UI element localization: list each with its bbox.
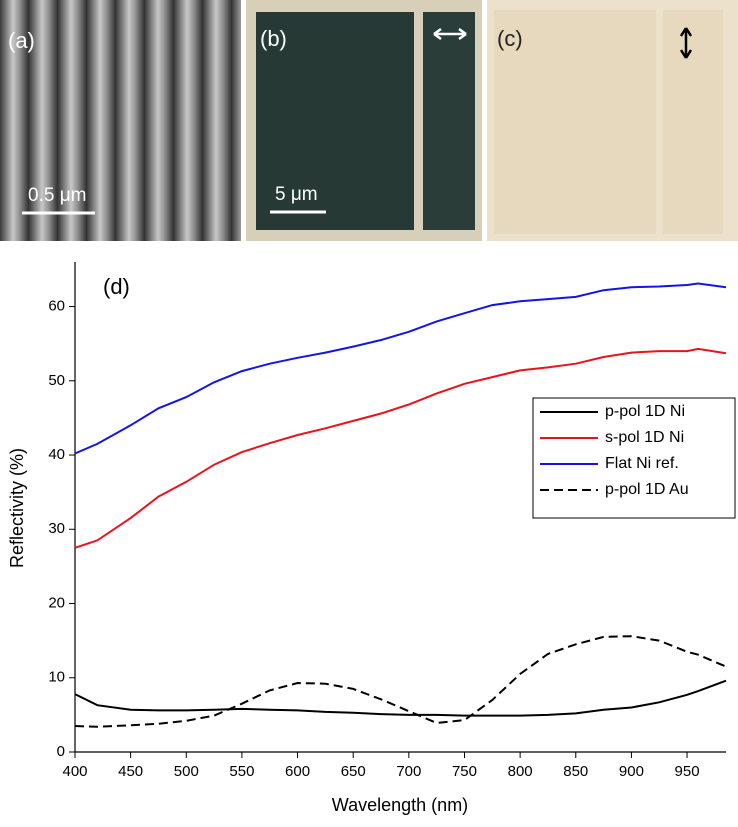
x-tick-label: 450	[118, 763, 143, 780]
legend-label: p-pol 1D Ni	[605, 403, 685, 420]
scale-label: 0.5 μm	[28, 185, 86, 206]
legend-label: p-pol 1D Au	[605, 481, 689, 498]
y-tick-label: 40	[48, 446, 65, 463]
panel-label: (d)	[103, 274, 130, 299]
legend-label: Flat Ni ref.	[605, 455, 679, 472]
sem-image	[0, 0, 241, 241]
data-line	[74, 635, 727, 728]
panel-label: (a)	[8, 28, 35, 53]
x-tick-label: 650	[341, 763, 366, 780]
legend-label: s-pol 1D Ni	[605, 429, 684, 446]
x-tick-label: 400	[62, 763, 87, 780]
x-tick-label: 950	[675, 763, 700, 780]
y-tick-label: 20	[48, 594, 65, 611]
polarization-arrow	[679, 27, 693, 59]
panel-c: (c)	[487, 0, 738, 241]
grating	[423, 12, 475, 230]
x-tick-label: 750	[452, 763, 477, 780]
panel-a: (a) 0.5 μm	[0, 0, 241, 241]
grating	[494, 10, 656, 234]
data-line	[74, 347, 727, 549]
legend	[532, 397, 736, 519]
y-tick-label: 0	[57, 743, 65, 760]
panel-label: (c)	[497, 26, 523, 51]
data-line	[74, 282, 727, 455]
polarization-arrow	[433, 27, 467, 41]
x-tick-label: 600	[285, 763, 310, 780]
x-tick-label: 800	[508, 763, 533, 780]
x-tick-label: 500	[174, 763, 199, 780]
grating	[256, 12, 414, 230]
panel-b: (b) 5 μm	[246, 0, 482, 241]
panel-label: (b)	[260, 26, 287, 51]
x-tick-label: 900	[619, 763, 644, 780]
y-tick-label: 30	[48, 520, 65, 537]
y-tick-label: 50	[48, 372, 65, 389]
y-axis-title: Reflectivity (%)	[7, 448, 27, 568]
y-tick-label: 60	[48, 298, 65, 315]
x-tick-label: 700	[396, 763, 421, 780]
data-line	[74, 679, 727, 717]
grating	[663, 10, 723, 234]
x-tick-label: 550	[229, 763, 254, 780]
scale-label: 5 μm	[275, 184, 318, 205]
x-tick-label: 850	[563, 763, 588, 780]
x-axis-title: Wavelength (nm)	[332, 795, 468, 815]
y-tick-label: 10	[48, 669, 65, 686]
chart: (d) Wavelength (nm) Reflectivity (%) 400…	[7, 262, 736, 815]
